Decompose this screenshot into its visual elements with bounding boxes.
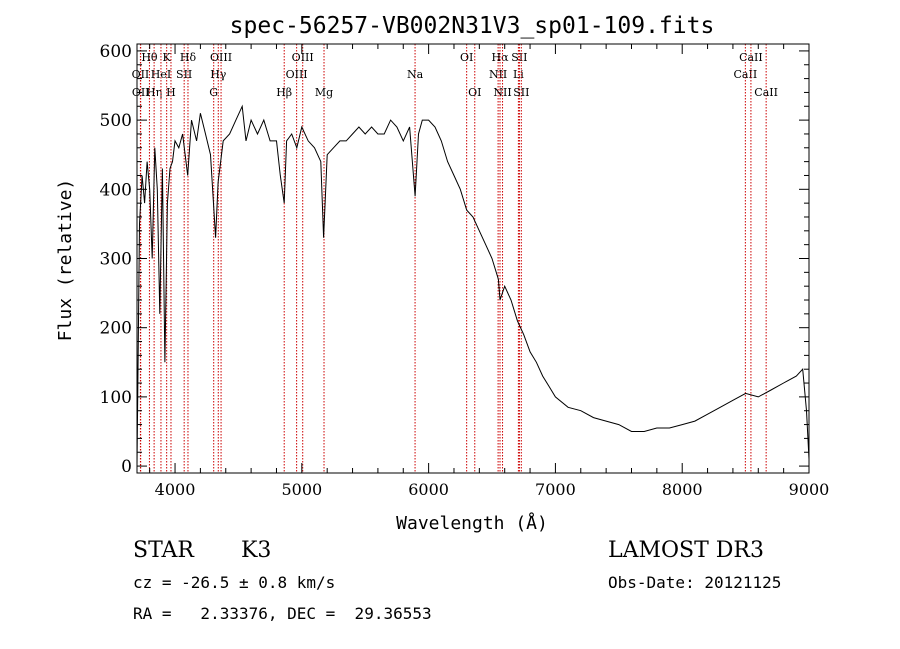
x-tick-label-4: 8000 — [662, 480, 703, 499]
emission-line-markers: OIIOIIHθHηHeIKHSIIHδGHγOIIIHβOIIIOIIIMgN… — [132, 44, 778, 473]
line-label-18: OI — [468, 86, 481, 99]
observation-date: Obs-Date: 20121125 — [608, 573, 782, 592]
line-label-21: NII — [493, 86, 511, 99]
line-label-16: Na — [407, 68, 424, 81]
line-label-5: K — [163, 51, 172, 64]
line-label-3: Hη — [146, 86, 162, 99]
line-label-26: CaII — [739, 51, 763, 64]
y-tick-label-1: 100 — [100, 388, 132, 408]
line-label-4: HeI — [151, 68, 171, 81]
line-label-2: Hθ — [141, 51, 158, 64]
y-tick-label-0: 0 — [121, 457, 132, 477]
y-axis-label: Flux (relative) — [55, 179, 76, 342]
chart-title: spec-56257-VB002N31V3_sp01-109.fits — [230, 13, 715, 39]
line-label-6: H — [166, 86, 176, 99]
line-label-13: OIII — [286, 68, 308, 81]
line-label-22: Li — [513, 68, 524, 81]
line-label-7: SII — [176, 68, 192, 81]
line-label-19: NII — [489, 68, 507, 81]
object-class: STAR — [133, 538, 194, 563]
x-tick-label-3: 7000 — [535, 480, 576, 499]
line-label-25: CaII — [734, 68, 758, 81]
redshift-readout: cz = -26.5 ± 0.8 km/s — [133, 573, 336, 592]
line-label-10: Hγ — [210, 68, 227, 81]
axis-ticks: 4000 5000 6000 7000 8000 9000 0 100 200 300 400 500… — [100, 42, 830, 499]
y-tick-label-6: 600 — [100, 42, 132, 62]
line-label-23: SII — [511, 51, 527, 64]
y-tick-label-5: 500 — [100, 111, 132, 131]
x-tick-label-5: 9000 — [789, 480, 830, 499]
spectrum-line — [136, 104, 810, 467]
line-label-20: Hα — [491, 51, 509, 64]
line-label-14: OIII — [292, 51, 314, 64]
x-axis-label: Wavelength (Å) — [396, 512, 548, 534]
line-label-24: SII — [513, 86, 529, 99]
x-tick-label-0: 4000 — [155, 480, 196, 499]
line-label-12: Hβ — [276, 86, 292, 99]
line-label-8: Hδ — [180, 51, 197, 64]
y-tick-label-2: 200 — [100, 319, 132, 339]
x-tick-label-2: 6000 — [408, 480, 449, 499]
survey-name: LAMOST DR3 — [608, 538, 764, 563]
object-subclass: K3 — [241, 538, 272, 563]
line-label-27: CaII — [754, 86, 778, 99]
y-tick-label-4: 400 — [100, 180, 132, 200]
plot-frame — [136, 43, 810, 474]
line-label-15: Mg — [315, 86, 333, 99]
x-tick-label-1: 5000 — [281, 480, 322, 499]
line-label-17: OI — [460, 51, 473, 64]
line-label-9: G — [209, 86, 218, 99]
line-label-11: OIII — [210, 51, 232, 64]
coordinates: RA = 2.33376, DEC = 29.36553 — [133, 604, 432, 623]
spectrum-chart: spec-56257-VB002N31V3_sp01-109.fits OIIO… — [55, 13, 830, 534]
y-tick-label-3: 300 — [100, 250, 132, 270]
